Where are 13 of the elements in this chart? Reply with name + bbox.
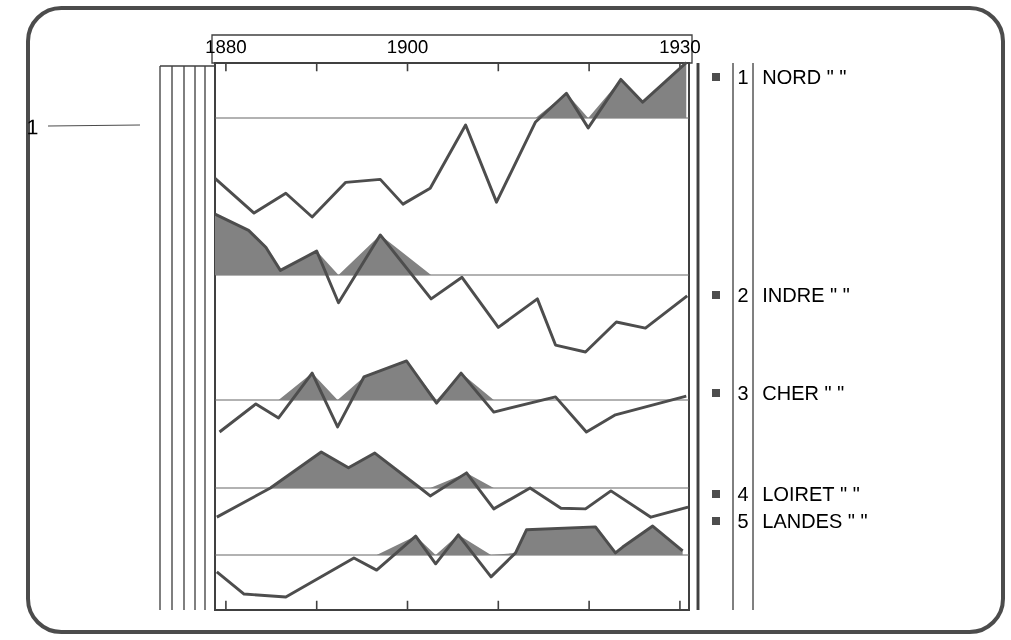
text: 4 xyxy=(737,487,748,501)
legend-label: LOIRET " " xyxy=(763,486,859,502)
x-tick-label: 1900 xyxy=(388,40,428,54)
text: 5 xyxy=(738,514,748,528)
legend-label: CHER " " xyxy=(763,385,844,401)
legend-label: NORD " " xyxy=(763,69,846,85)
legend-label: LANDES " " xyxy=(763,513,867,529)
legend-label: INDRE " " xyxy=(764,288,849,302)
text: 2 xyxy=(738,288,748,302)
x-tick-label: 1880 xyxy=(206,40,246,54)
x-tick-label: 1930 xyxy=(660,40,700,54)
text: 1 xyxy=(738,70,748,84)
text: 3 xyxy=(738,385,748,401)
